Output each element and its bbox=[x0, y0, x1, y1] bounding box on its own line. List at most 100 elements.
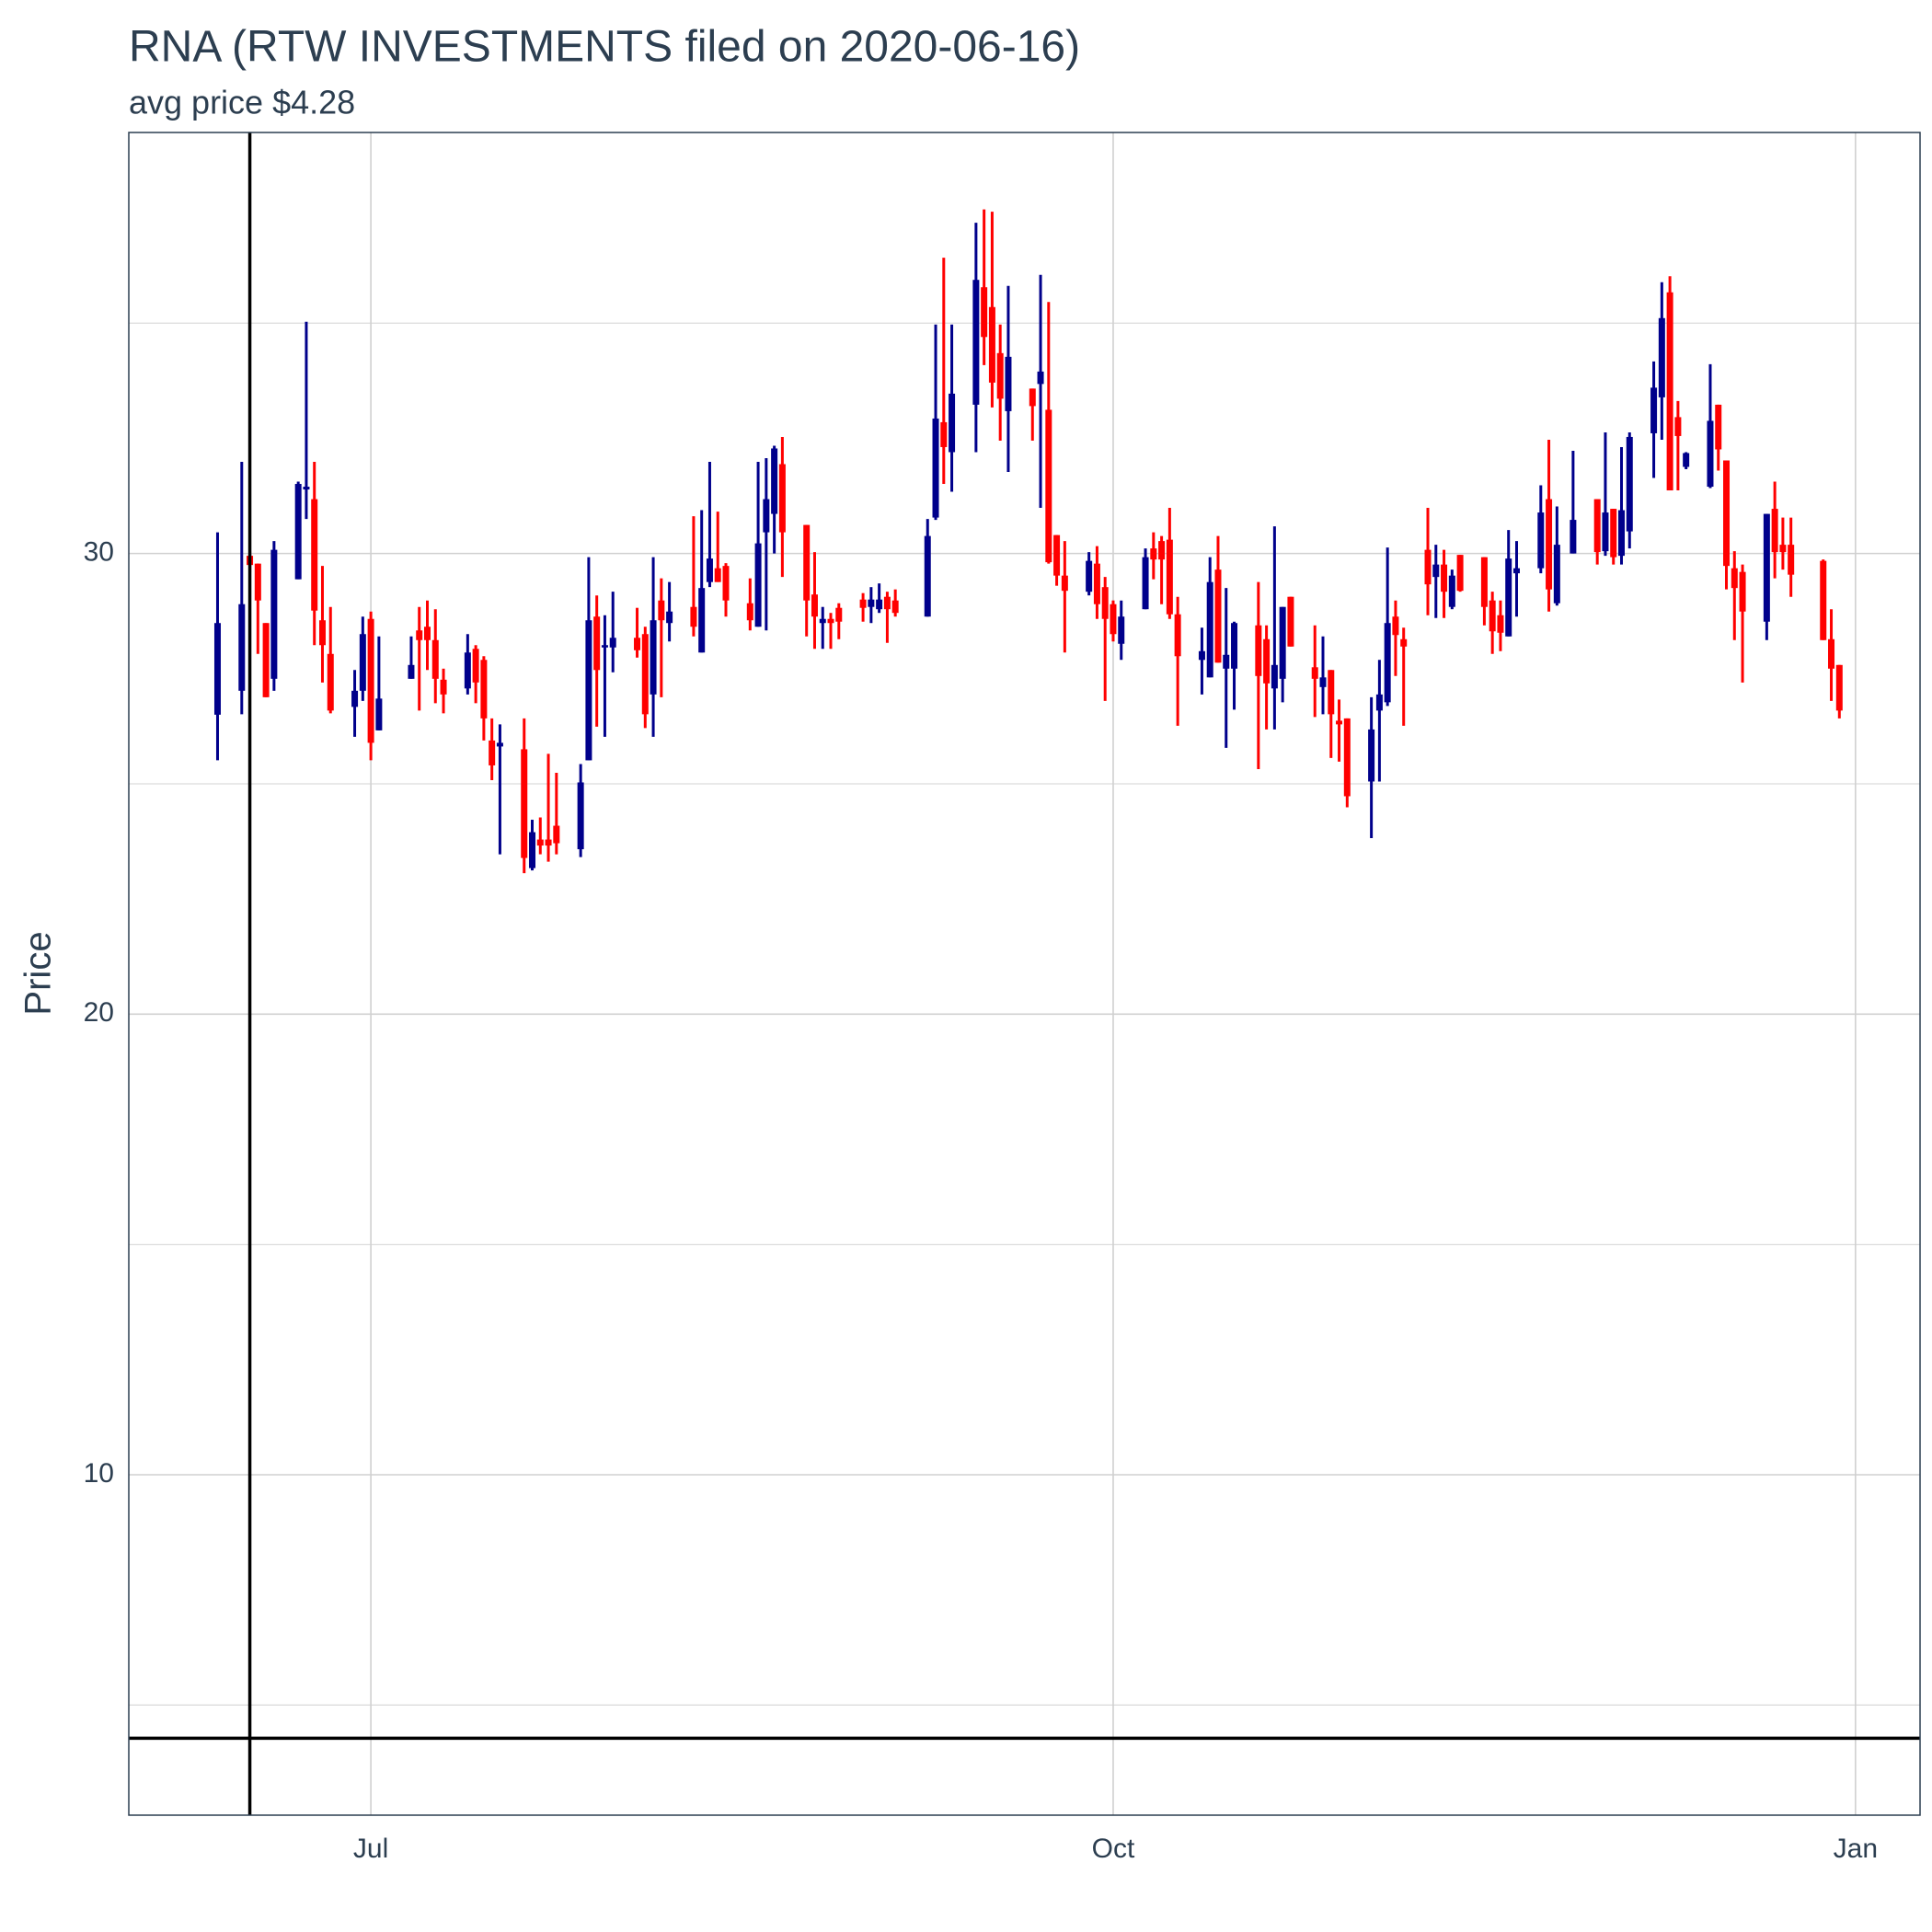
candle-body bbox=[1311, 667, 1318, 679]
candle-body bbox=[1110, 604, 1117, 635]
candle-body bbox=[311, 499, 318, 611]
candle-body bbox=[1005, 356, 1012, 411]
candle-body bbox=[1650, 387, 1658, 433]
candle-body bbox=[1400, 638, 1408, 647]
candle-body bbox=[940, 421, 948, 447]
candle-body bbox=[996, 352, 1004, 399]
candle-body bbox=[303, 487, 310, 490]
candle-body bbox=[1715, 404, 1722, 450]
candle-body bbox=[1489, 600, 1496, 632]
candle-body bbox=[1263, 638, 1271, 684]
candle-body bbox=[868, 599, 875, 607]
plot-panel bbox=[129, 132, 1920, 1815]
candle-body bbox=[771, 448, 778, 514]
candle-body bbox=[416, 630, 423, 640]
candle-body bbox=[1828, 638, 1835, 669]
candle-body bbox=[545, 839, 552, 846]
candle-body bbox=[698, 588, 706, 653]
candle-body bbox=[593, 616, 601, 671]
candle-body bbox=[634, 638, 641, 650]
candle-body bbox=[876, 599, 883, 610]
candle-body bbox=[1512, 568, 1520, 574]
candle-body bbox=[238, 604, 246, 691]
candle-body bbox=[1255, 625, 1262, 676]
candle-body bbox=[1731, 568, 1738, 589]
candle-body bbox=[1424, 549, 1432, 585]
candle-body bbox=[641, 634, 649, 715]
candle-body bbox=[408, 664, 415, 679]
candle-body bbox=[1158, 541, 1166, 560]
candle-body bbox=[1029, 388, 1036, 407]
candle-body bbox=[1392, 616, 1399, 636]
candle-body bbox=[650, 620, 657, 695]
candle-body bbox=[1456, 555, 1464, 592]
candle-body bbox=[932, 418, 939, 518]
candle-body bbox=[1593, 499, 1601, 553]
candle-body bbox=[472, 649, 479, 683]
candle-body bbox=[1368, 729, 1375, 782]
candle-body bbox=[1674, 417, 1682, 436]
panel-border bbox=[128, 132, 1921, 1816]
candle-body bbox=[988, 306, 995, 383]
candle-body bbox=[1739, 571, 1746, 612]
candle-body bbox=[666, 611, 673, 624]
candle-body bbox=[1835, 664, 1843, 711]
candle-body bbox=[536, 839, 544, 846]
candle-body bbox=[1658, 317, 1665, 397]
candle-body bbox=[1206, 581, 1213, 678]
candle-body bbox=[1142, 557, 1149, 610]
candle-body bbox=[529, 832, 536, 868]
candle-body bbox=[1570, 520, 1577, 554]
candle-body bbox=[1271, 664, 1278, 689]
candle-body bbox=[585, 620, 592, 761]
candle-body bbox=[1214, 569, 1222, 663]
candle-body bbox=[431, 639, 439, 679]
candle-body bbox=[1118, 616, 1125, 644]
candle-body bbox=[1336, 720, 1343, 725]
candle-body bbox=[1279, 606, 1286, 679]
candle-body bbox=[1546, 499, 1553, 590]
candle-body bbox=[1053, 535, 1061, 576]
candle-body bbox=[1037, 371, 1044, 385]
candle-body bbox=[1788, 545, 1795, 575]
y-axis-title: Price bbox=[18, 931, 59, 1015]
candle-body bbox=[553, 825, 560, 844]
candle-body bbox=[1432, 564, 1440, 578]
candle-body bbox=[835, 607, 843, 622]
candle-body bbox=[1086, 560, 1093, 592]
candle-body bbox=[981, 287, 988, 338]
candle-body bbox=[1480, 557, 1488, 607]
candle-body bbox=[706, 558, 713, 582]
candle-body bbox=[1626, 436, 1633, 532]
candle-body bbox=[883, 596, 891, 610]
candle-body bbox=[754, 543, 762, 627]
candle-body bbox=[440, 679, 447, 695]
candle-body bbox=[375, 698, 383, 730]
candle-body bbox=[1198, 650, 1205, 661]
y-tick-label: 10 bbox=[84, 1458, 114, 1489]
candle-body bbox=[1602, 512, 1609, 552]
x-tick-label: Oct bbox=[1092, 1834, 1135, 1864]
candle-body bbox=[1763, 513, 1770, 622]
candle-body bbox=[1150, 548, 1157, 560]
candle-body bbox=[351, 690, 359, 707]
candle-body bbox=[254, 563, 261, 601]
candle-body bbox=[1061, 575, 1068, 592]
candle-body bbox=[1319, 677, 1327, 687]
candle-body bbox=[819, 618, 826, 624]
candle-body bbox=[763, 499, 770, 533]
candle-body bbox=[1375, 694, 1383, 711]
chart-title: RNA (RTW INVESTMENTS filed on 2020-06-16… bbox=[129, 23, 1080, 72]
candle-body bbox=[1384, 623, 1391, 703]
candle-body bbox=[1101, 587, 1109, 619]
candle-body bbox=[521, 749, 528, 858]
candle-body bbox=[949, 393, 956, 453]
candle-body bbox=[359, 634, 366, 691]
candle-body bbox=[1771, 509, 1778, 553]
candle-body bbox=[1045, 409, 1052, 563]
candle-body bbox=[1610, 509, 1617, 558]
candle-body bbox=[924, 535, 931, 617]
candle-body bbox=[1231, 623, 1238, 669]
candle-body bbox=[811, 594, 818, 617]
